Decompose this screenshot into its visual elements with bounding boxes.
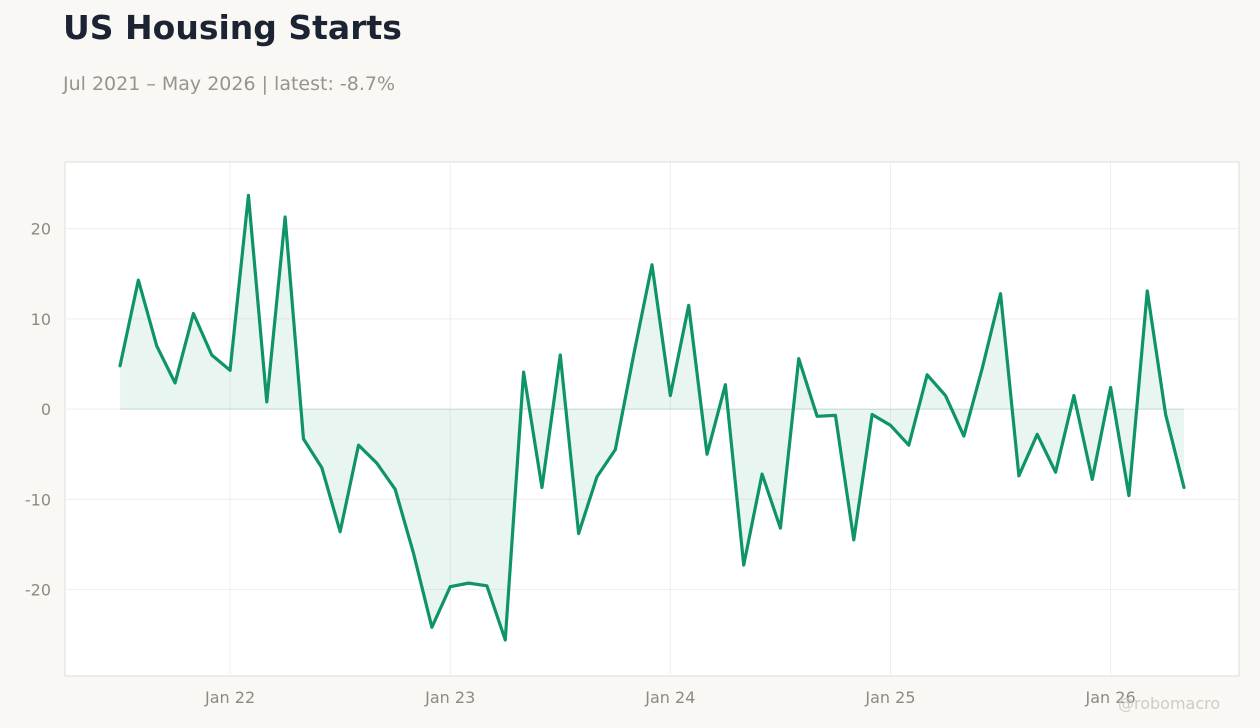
series-line <box>118 193 1186 642</box>
y-tick-label: -20 <box>25 580 51 599</box>
line-layer <box>118 193 1186 642</box>
plot-area <box>64 161 1240 677</box>
watermark: @robomacro <box>1118 694 1221 713</box>
x-tick-label: Jan 25 <box>864 688 915 707</box>
y-tick-label: -10 <box>25 490 51 509</box>
area-layer <box>120 195 1184 640</box>
chart-subtitle: Jul 2021 – May 2026 | latest: -8.7% <box>63 73 396 95</box>
y-tick-label: 0 <box>41 400 51 419</box>
series-area-fill <box>120 195 1184 640</box>
x-tick-label: Jan 23 <box>424 688 475 707</box>
y-tick-label: 10 <box>31 310 51 329</box>
x-axis-ticks: Jan 22 Jan 23 Jan 24 Jan 25 Jan 26 <box>204 688 1136 707</box>
chart-title: US Housing Starts <box>63 8 402 47</box>
y-axis-ticks: 20 10 0 -10 -20 <box>25 220 51 600</box>
y-tick-label: 20 <box>31 220 51 239</box>
x-tick-label: Jan 22 <box>204 688 255 707</box>
x-tick-label: Jan 26 <box>1085 688 1136 707</box>
x-tick-label: Jan 24 <box>644 688 695 707</box>
